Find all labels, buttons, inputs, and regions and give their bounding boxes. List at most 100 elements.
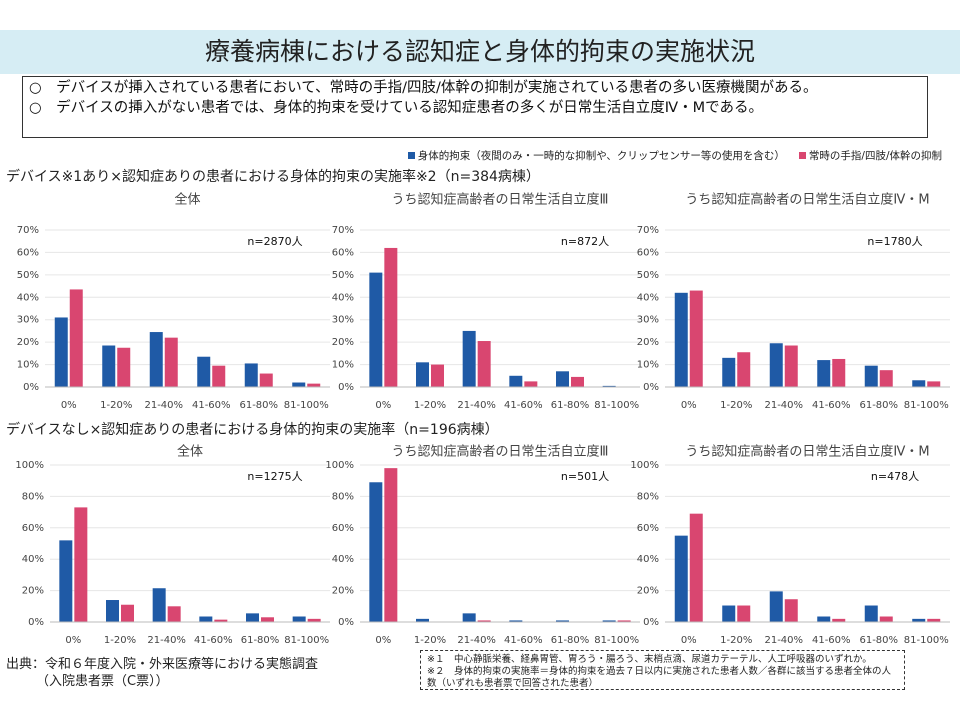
bar (74, 507, 88, 622)
bar (769, 343, 783, 387)
chart-title: うち認知症高齢者の日常生活自立度Ⅲ (392, 192, 609, 208)
x-tick-label: 81-100% (594, 400, 639, 411)
annotation: n=1780人 (867, 235, 922, 248)
chart-title: うち認知症高齢者の日常生活自立度Ⅳ・M (685, 192, 929, 208)
x-tick-label: 21-40% (764, 635, 803, 646)
y-tick-label: 20% (17, 337, 39, 348)
y-tick-label: 60% (637, 523, 659, 534)
x-tick-label: 21-40% (457, 635, 496, 646)
bar (121, 604, 134, 622)
bar (117, 347, 131, 387)
y-tick-label: 30% (17, 315, 39, 326)
annotation: n=501人 (561, 470, 609, 483)
bar (832, 358, 846, 387)
y-tick-label: 10% (332, 360, 354, 371)
legend-label: 身体的拘束（夜間のみ・一時的な抑制や、クリップセンサー等の使用を含む） (417, 150, 785, 162)
y-tick-label: 50% (332, 270, 354, 281)
y-tick-label: 80% (22, 491, 44, 502)
bar (722, 357, 736, 387)
y-tick-label: 40% (637, 554, 659, 565)
bar (864, 365, 878, 387)
summary-box: ○ デバイスが挿入されている患者において、常時の手指/四肢/体幹の抑制が実施され… (22, 76, 928, 138)
bar (674, 535, 688, 622)
y-tick-label: 20% (637, 586, 659, 597)
x-tick-label: 61-80% (241, 635, 280, 646)
x-tick-label: 41-60% (504, 400, 543, 411)
bar (832, 618, 846, 622)
bar (69, 289, 83, 387)
bar (246, 613, 259, 622)
y-tick-label: 60% (332, 523, 354, 534)
bar (879, 370, 893, 387)
bar (927, 618, 941, 622)
y-tick-label: 100% (630, 460, 659, 471)
bar (244, 363, 258, 387)
section-heading: デバイスなし×認知症ありの患者における身体的拘束の実施率（n=196病棟） (6, 422, 499, 438)
x-tick-label: 21-40% (144, 400, 183, 411)
x-tick-label: 0% (61, 400, 77, 411)
bar (149, 332, 163, 387)
source-line: 出典：令和６年度入院・外来医療等における実態調査 (6, 657, 319, 672)
x-tick-label: 41-60% (192, 400, 231, 411)
annotation: n=1275人 (247, 470, 302, 483)
bar (292, 616, 306, 622)
bar (927, 381, 941, 387)
y-tick-label: 60% (22, 523, 44, 534)
bar (212, 365, 226, 387)
y-tick-label: 100% (325, 460, 354, 471)
bar (431, 364, 444, 387)
legend-swatch (798, 152, 806, 159)
bar (556, 620, 569, 622)
y-tick-label: 80% (332, 491, 354, 502)
y-tick-label: 0% (643, 617, 659, 628)
y-tick-label: 70% (637, 225, 659, 236)
y-tick-label: 60% (637, 247, 659, 258)
bar (602, 385, 616, 387)
x-tick-label: 1-20% (720, 400, 752, 411)
bar (152, 588, 166, 622)
x-tick-label: 81-100% (284, 635, 329, 646)
bar (571, 376, 584, 387)
x-tick-label: 41-60% (504, 635, 543, 646)
bar (292, 382, 306, 387)
bullet: ○ デバイスの挿入がない患者では、身体的拘束を受けている認知症患者の多くが日常生… (29, 100, 763, 116)
y-tick-label: 0% (643, 382, 659, 393)
bar (462, 330, 476, 387)
bar (102, 345, 116, 387)
x-tick-label: 61-80% (859, 400, 898, 411)
y-tick-label: 0% (338, 617, 354, 628)
annotation: n=2870人 (247, 235, 302, 248)
bar (769, 591, 783, 622)
bar (509, 620, 523, 622)
bar (199, 616, 213, 622)
bar (674, 292, 688, 387)
x-tick-label: 81-100% (904, 400, 949, 411)
chart-title: うち認知症高齢者の日常生活自立度Ⅳ・M (685, 444, 929, 460)
y-tick-label: 50% (637, 270, 659, 281)
bar (689, 290, 703, 387)
section-heading: デバイス※1あり×認知症ありの患者における身体的拘束の実施率※2（n=384病棟… (6, 169, 540, 185)
bar (477, 620, 491, 622)
chart-title: 全体 (177, 444, 203, 460)
y-tick-label: 100% (15, 460, 44, 471)
x-tick-label: 0% (65, 635, 81, 646)
y-tick-label: 70% (332, 225, 354, 236)
slide-title: 療養病棟における認知症と身体的拘束の実施状況 (0, 30, 960, 74)
x-tick-label: 0% (375, 400, 391, 411)
y-tick-label: 20% (22, 586, 44, 597)
x-tick-label: 0% (681, 635, 697, 646)
x-tick-label: 21-40% (147, 635, 186, 646)
bar (817, 360, 831, 387)
bar (556, 371, 569, 387)
y-tick-label: 0% (23, 382, 39, 393)
x-tick-label: 61-80% (551, 635, 590, 646)
bar (737, 352, 751, 387)
bar (912, 380, 926, 387)
y-tick-label: 30% (332, 315, 354, 326)
bar (384, 468, 398, 622)
notes: ※１ 中心静脈栄養、経鼻胃管、胃ろう・腸ろう、末梢点滴、尿道カテーテル、人工呼吸… (420, 650, 905, 690)
bar (602, 620, 616, 622)
bar (416, 362, 429, 387)
bar (509, 375, 523, 387)
